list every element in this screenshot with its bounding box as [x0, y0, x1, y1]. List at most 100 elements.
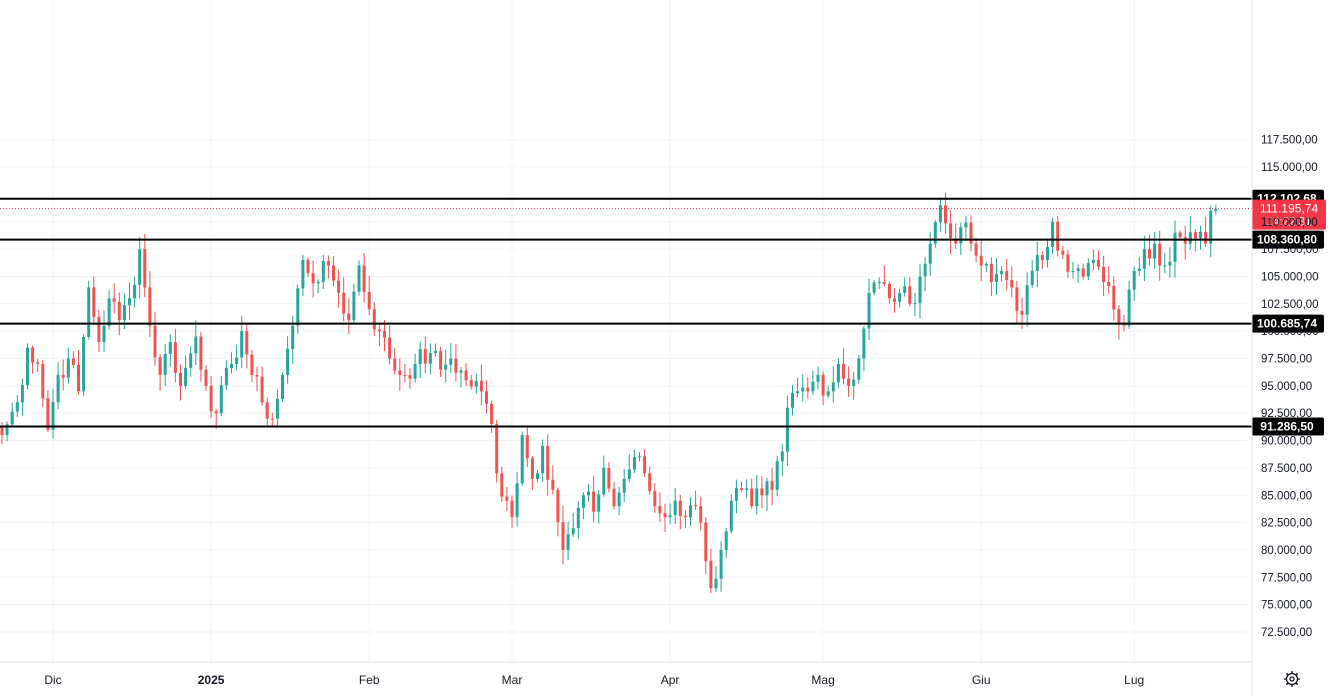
candle-body — [1142, 249, 1146, 269]
current-price-label: 111.195,74 — [1260, 202, 1319, 216]
y-tick-label: 92.500,00 — [1261, 408, 1312, 420]
candle — [852, 371, 856, 400]
candle-body — [428, 353, 432, 364]
candle — [1173, 220, 1177, 278]
candle-body — [1081, 268, 1085, 277]
candle — [92, 276, 96, 326]
candle — [46, 390, 50, 432]
candle-body — [464, 370, 468, 381]
candle — [245, 323, 249, 369]
candle — [576, 501, 580, 540]
candle — [520, 431, 524, 486]
candle — [699, 496, 703, 531]
candle-body — [1163, 265, 1167, 267]
candle-body — [546, 446, 550, 480]
candle-body — [265, 402, 269, 419]
candle-body — [724, 531, 728, 550]
candle-body — [571, 528, 575, 535]
horizontal-levels: 112.102,68108.360,80100.685,7491.286,501… — [0, 189, 1326, 436]
candle-body — [444, 364, 448, 370]
candle — [541, 439, 545, 482]
x-axis: Dic 2025 Feb Mar Apr Mag Giu Lug — [0, 661, 1252, 687]
candle-body — [255, 374, 259, 377]
candle — [760, 476, 764, 509]
candle-body — [1173, 232, 1177, 262]
candle — [780, 443, 784, 477]
candle-body — [184, 367, 188, 386]
candle — [102, 310, 106, 352]
candle — [734, 479, 738, 514]
horizontal-level-label-bg — [1252, 230, 1324, 249]
candle-body — [632, 456, 636, 470]
candle-body — [913, 303, 917, 305]
candle-body — [107, 298, 111, 326]
candle-body — [10, 411, 14, 425]
candle — [597, 490, 601, 524]
y-tick-label: 107.500,00 — [1261, 244, 1319, 256]
candle — [954, 223, 958, 249]
candle-body — [694, 505, 698, 507]
candle-body — [587, 491, 590, 496]
candle-body — [643, 456, 647, 474]
candle — [602, 455, 606, 497]
candle — [413, 353, 417, 383]
y-tick-label: 100.000,00 — [1261, 326, 1319, 338]
candle-body — [388, 337, 392, 359]
candle-body — [576, 507, 580, 529]
candle-body — [204, 369, 208, 386]
candle-body — [847, 378, 851, 386]
candle-body — [745, 488, 749, 490]
candle — [87, 280, 91, 340]
candle — [143, 233, 147, 298]
candle-body — [92, 287, 96, 318]
candle-body — [423, 349, 427, 364]
candle-body — [898, 292, 902, 302]
candle — [1035, 241, 1039, 288]
candle — [791, 384, 794, 416]
candle-body — [439, 351, 443, 370]
candle — [270, 412, 274, 427]
x-tick-label: Dic — [44, 673, 61, 687]
candle — [673, 488, 677, 524]
candle-body — [699, 506, 703, 523]
candle — [316, 279, 320, 294]
candle-body — [367, 291, 371, 310]
candle — [505, 486, 509, 512]
candle-body — [872, 282, 876, 293]
candle-body — [785, 407, 789, 452]
candle-body — [561, 522, 565, 550]
candle-body — [403, 374, 407, 376]
candle — [275, 389, 279, 426]
candle-body — [1091, 260, 1095, 264]
candle — [485, 380, 488, 414]
candle — [342, 277, 346, 322]
candle-body — [357, 265, 361, 292]
candle — [796, 377, 800, 398]
candle — [20, 378, 24, 416]
candle-body — [1025, 285, 1029, 315]
candle-body — [995, 274, 998, 282]
candle — [745, 479, 749, 499]
y-tick-label: 75.000,00 — [1261, 600, 1312, 612]
candle — [882, 265, 886, 287]
candle — [326, 255, 330, 279]
candle-body — [525, 435, 529, 459]
y-tick-label: 82.500,00 — [1261, 518, 1312, 530]
candle-body — [954, 238, 958, 244]
settings-gear-icon[interactable] — [1283, 670, 1301, 688]
candle-body — [893, 298, 896, 302]
candle-body — [485, 391, 488, 404]
candle-body — [617, 492, 621, 507]
candle-body — [949, 223, 953, 239]
candle — [490, 400, 494, 433]
candle — [984, 261, 988, 273]
candle-body — [709, 560, 713, 589]
candle — [306, 257, 310, 278]
candle-body — [760, 488, 764, 496]
candle — [1153, 232, 1157, 269]
candle — [989, 257, 993, 296]
candle — [449, 343, 453, 374]
candle-body — [1127, 289, 1131, 326]
candle — [903, 277, 907, 297]
